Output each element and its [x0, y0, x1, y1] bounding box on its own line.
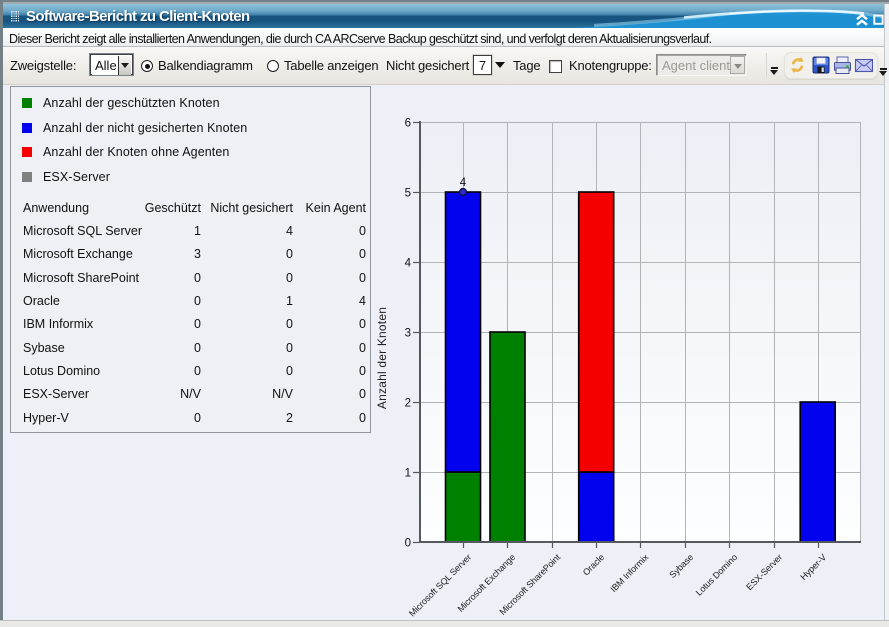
svg-text:4: 4 — [405, 258, 412, 270]
svg-text:4: 4 — [460, 177, 467, 189]
svg-text:ESX-Server: ESX-Server — [744, 552, 784, 592]
svg-text:Sybase: Sybase — [667, 552, 695, 580]
svg-text:6: 6 — [405, 118, 411, 130]
svg-text:Hyper-V: Hyper-V — [798, 552, 828, 582]
svg-text:2: 2 — [405, 398, 411, 410]
svg-text:5: 5 — [405, 188, 411, 200]
svg-text:IBM Informix: IBM Informix — [608, 552, 650, 594]
svg-text:0: 0 — [405, 538, 411, 550]
svg-text:Anzahl der Knoten: Anzahl der Knoten — [375, 307, 389, 409]
svg-text:3: 3 — [405, 328, 411, 340]
svg-text:1: 1 — [405, 468, 411, 480]
svg-text:Oracle: Oracle — [581, 552, 606, 577]
svg-text:Lotus Domino: Lotus Domino — [694, 552, 740, 598]
